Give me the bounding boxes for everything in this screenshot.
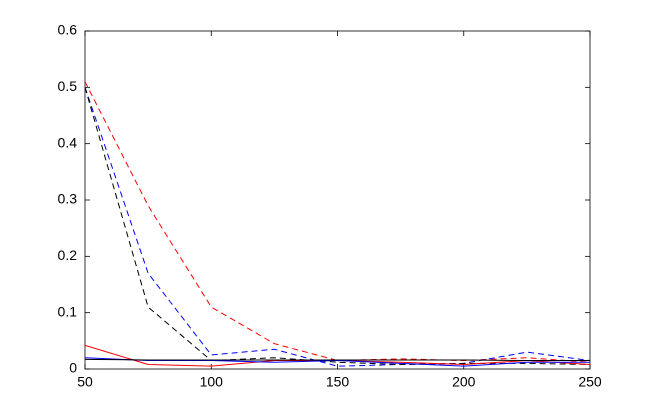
- y-tick-label: 0.6: [58, 22, 78, 38]
- y-tick-label: 0.1: [58, 303, 78, 319]
- y-tick-label: 0: [69, 360, 77, 376]
- x-tick-label: 150: [326, 374, 350, 390]
- line-series: [84, 357, 590, 367]
- x-tick-label: 50: [77, 374, 93, 390]
- line-series: [84, 81, 591, 363]
- y-tick-label: 0.5: [58, 78, 78, 94]
- x-tick-label: 100: [200, 374, 224, 390]
- y-tick-label: 0.3: [58, 191, 78, 207]
- y-tick-label: 0.2: [58, 247, 78, 263]
- line-series: [84, 358, 590, 362]
- y-tick-label: 0.4: [58, 134, 78, 150]
- x-tick-label: 200: [452, 374, 476, 390]
- line-series: [84, 87, 591, 367]
- x-tick-label: 250: [578, 374, 602, 390]
